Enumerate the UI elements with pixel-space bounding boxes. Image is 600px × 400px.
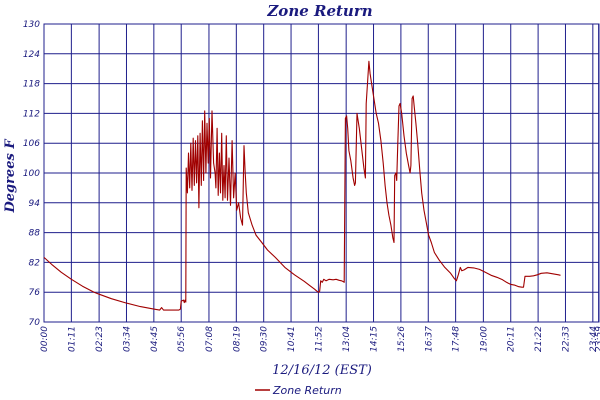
y-tick-label: 88 [29, 229, 41, 239]
x-tick-label: 00:00 [40, 326, 50, 352]
x-tick-label: 16:37 [424, 326, 434, 352]
x-tick-label: 05:56 [177, 326, 187, 352]
y-tick-label: 82 [29, 258, 41, 268]
y-tick-label: 130 [23, 20, 40, 30]
y-tick-label: 124 [23, 50, 40, 60]
x-tick-label: 03:34 [122, 326, 132, 352]
x-tick-label: 07:08 [205, 326, 215, 352]
x-tick-label: 19:00 [479, 326, 489, 352]
legend-label: Zone Return [272, 384, 342, 397]
chart-title: Zone Return [266, 2, 372, 20]
y-tick-label: 112 [23, 109, 40, 119]
y-tick-label: 118 [23, 80, 40, 90]
x-axis-ticks: 00:00 01:11 02:23 03:34 04:45 05:56 07:08 08:19… [40, 326, 600, 352]
x-tick-label: 08:19 [232, 326, 242, 352]
x-tick-label: 22:33 [561, 326, 571, 352]
x-tick-label: 11:52 [314, 326, 324, 352]
x-tick-label: 04:45 [150, 326, 160, 352]
x-tick-label: 10:41 [287, 326, 297, 352]
x-tick-label: 23:59 [595, 326, 600, 352]
plot-frame [43, 23, 600, 323]
legend: Zone Return [255, 384, 342, 397]
x-tick-label: 17:48 [452, 326, 462, 352]
x-tick-label: 01:11 [67, 326, 77, 352]
grid [43, 23, 600, 323]
x-tick-label: 23:44 [589, 326, 599, 352]
y-tick-label: 70 [29, 318, 41, 328]
x-axis-label: 12/16/12 (EST) [272, 363, 372, 378]
y-axis-ticks: 70 76 82 88 94 100 106 112 118 124 130 [23, 20, 40, 328]
series-line [43, 60, 561, 311]
y-tick-label: 100 [23, 169, 40, 179]
x-tick-label: 13:04 [342, 326, 352, 352]
plot-series [43, 60, 561, 311]
y-tick-label: 76 [29, 288, 41, 298]
x-tick-label: 02:23 [95, 326, 105, 352]
y-axis-label: Degrees F [3, 139, 18, 214]
x-tick-label: 21:22 [534, 326, 544, 352]
x-tick-label: 20:11 [507, 326, 517, 352]
x-tick-label: 09:30 [260, 326, 270, 352]
y-tick-label: 94 [29, 199, 41, 209]
x-tick-label: 15:26 [397, 326, 407, 352]
x-tick-label: 14:15 [370, 326, 380, 352]
y-tick-label: 106 [23, 139, 40, 149]
